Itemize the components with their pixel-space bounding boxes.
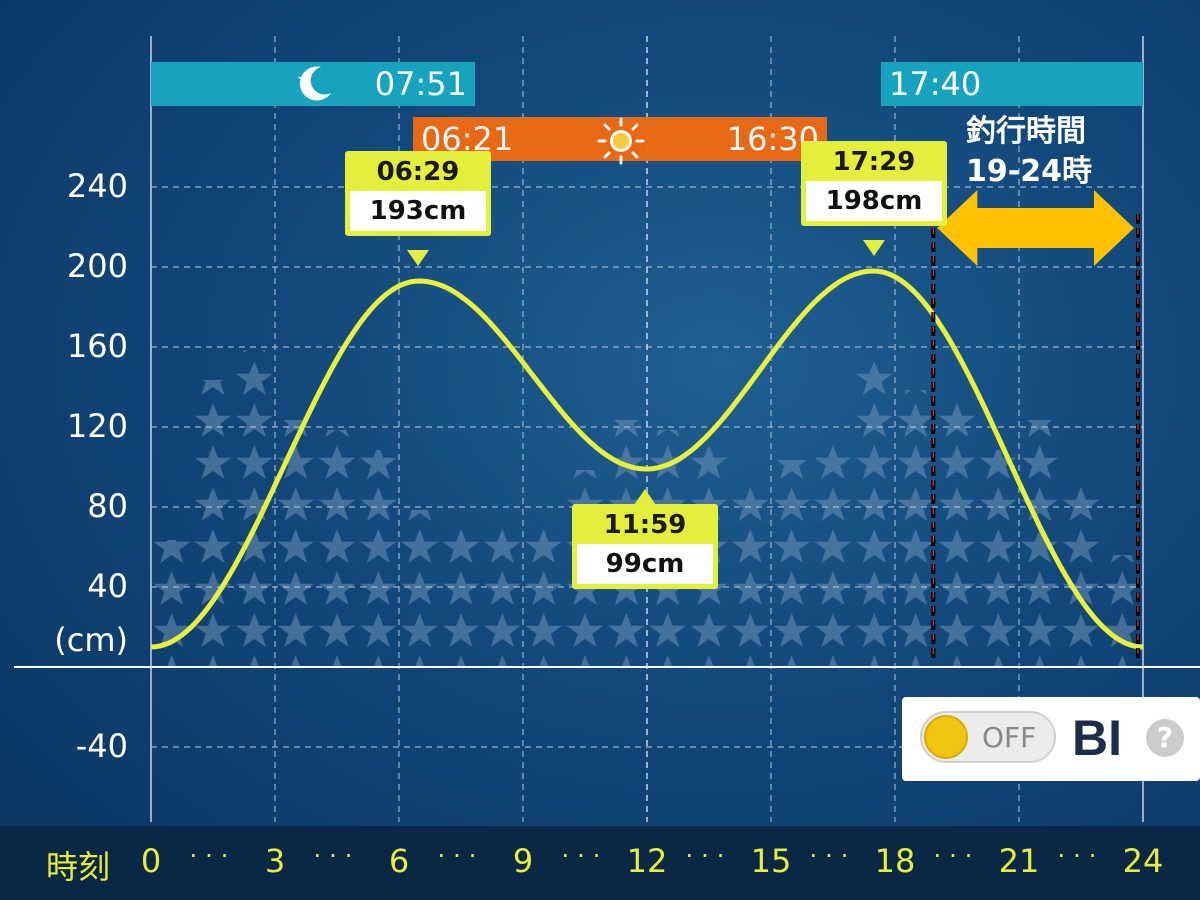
- y-tick-label: 80: [87, 487, 128, 525]
- x-tick-label: 9: [512, 842, 534, 880]
- high-tide-label-1: 06:29 193cm: [345, 151, 491, 236]
- x-tick-separator: ···: [685, 842, 733, 870]
- star-column: [192, 380, 234, 667]
- x-tick-label: 18: [874, 842, 916, 880]
- x-tick-separator: ···: [1057, 842, 1105, 870]
- low-tide-value: 99cm: [577, 544, 713, 584]
- star-column: [812, 440, 854, 667]
- y-tick-label: 160: [66, 327, 128, 365]
- star-column: [274, 420, 317, 667]
- x-tick-separator: ···: [561, 842, 609, 870]
- y-tick-label: 40: [87, 567, 128, 605]
- moon-rise-time: 17:40: [889, 65, 982, 103]
- star-column: [440, 525, 482, 667]
- moon-icon: [293, 63, 335, 116]
- high-tide-1-time: 06:29: [376, 157, 460, 187]
- y-tick-label: 120: [66, 407, 128, 445]
- time-axis-bar: [0, 826, 1200, 900]
- y-axis-unit: (cm): [54, 621, 128, 659]
- fishing-time-label: 釣行時間 19-24時: [966, 112, 1092, 192]
- star-column: [357, 450, 399, 667]
- fishing-window-arrow: [937, 190, 1134, 266]
- star-column: [481, 525, 523, 667]
- star-column: [853, 360, 895, 667]
- toggle-label: OFF: [982, 721, 1037, 754]
- high-tide-2-value: 198cm: [806, 181, 942, 221]
- high-tide-2-pointer: [863, 240, 885, 256]
- star-column: [770, 460, 813, 667]
- bi-panel: OFF BI ?: [902, 697, 1200, 781]
- sun-icon: [597, 117, 645, 176]
- x-tick-label: 6: [388, 842, 410, 880]
- moon-set-time: 07:51: [374, 65, 467, 103]
- y-tick-label: 240: [66, 167, 128, 205]
- x-tick-separator: ···: [189, 842, 237, 870]
- high-tide-1-value: 193cm: [350, 191, 486, 231]
- y-tick-label: 200: [66, 247, 128, 285]
- high-tide-2-time: 17:29: [832, 147, 916, 177]
- x-tick-label: 3: [264, 842, 286, 880]
- help-icon[interactable]: ?: [1146, 719, 1184, 757]
- star-column: [894, 390, 937, 667]
- star-column: [398, 510, 441, 667]
- moon-bar-morning: 07:51: [151, 62, 475, 106]
- x-tick-label: 12: [626, 842, 668, 880]
- low-tide-label: 11:59 99cm: [572, 504, 718, 589]
- x-tick-label: 24: [1122, 842, 1164, 880]
- tide-line: [150, 268, 1144, 650]
- fishing-time-range: 19-24時: [966, 154, 1092, 189]
- low-tide-time: 11:59: [603, 510, 687, 540]
- x-tick-label: 0: [140, 842, 162, 880]
- x-tick-label: 21: [998, 842, 1040, 880]
- y-tick-label: -40: [75, 727, 128, 765]
- bi-toggle[interactable]: OFF: [920, 711, 1056, 763]
- star-column: [316, 430, 358, 667]
- x-tick-label: 15: [750, 842, 792, 880]
- moon-bar-evening: 17:40: [881, 62, 1143, 106]
- x-tick-separator: ···: [933, 842, 981, 870]
- star-column: [233, 350, 275, 667]
- x-tick-separator: ···: [437, 842, 485, 870]
- bi-logo: BI: [1072, 710, 1122, 766]
- star-column: [729, 480, 771, 667]
- star-column: [936, 400, 978, 667]
- fishing-time-title: 釣行時間: [966, 114, 1086, 149]
- high-tide-label-2: 17:29 198cm: [801, 141, 947, 226]
- low-tide-pointer: [634, 489, 656, 505]
- star-column: [1018, 420, 1061, 667]
- x-tick-separator: ···: [313, 842, 361, 870]
- star-column: [977, 450, 1019, 667]
- star-column: [522, 520, 565, 667]
- toggle-knob[interactable]: [924, 715, 968, 759]
- x-axis-title: 時刻: [46, 848, 111, 886]
- high-tide-1-pointer: [407, 250, 429, 266]
- x-tick-separator: ···: [809, 842, 857, 870]
- sun-bar: 06:21 16:30: [413, 117, 827, 165]
